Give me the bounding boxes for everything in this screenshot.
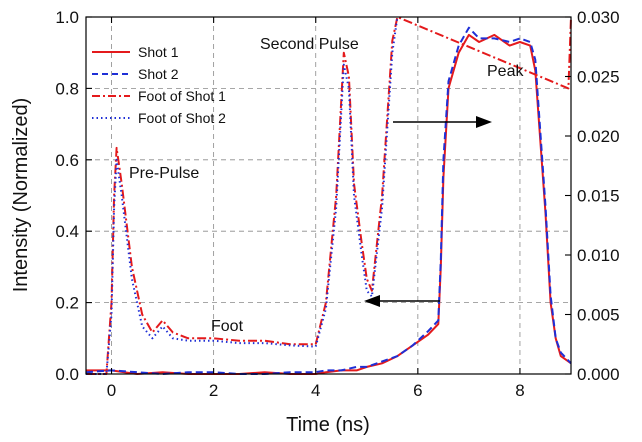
y-tick-label: 0.6	[55, 151, 79, 170]
y-tick-label: 0.2	[55, 294, 79, 313]
annotation-pre-pulse: Pre-Pulse	[129, 165, 199, 182]
y2-tick-label: 0.030	[577, 8, 620, 27]
ticks: 0 2 4 6 8 0.0 0.2 0.4 0.6 0.8 1.0 0.000 0.005 0.010 0.…	[55, 8, 619, 400]
arrow-to-left-axis	[364, 295, 440, 307]
y2-tick-label: 0.005	[577, 306, 620, 325]
y2-tick-label: 0.020	[577, 127, 620, 146]
y2-tick-label: 0.010	[577, 246, 620, 265]
x-tick-label: 8	[515, 381, 524, 400]
legend-label-foot-shot-2: Foot of Shot 2	[138, 110, 226, 126]
legend-label-foot-shot-1: Foot of Shot 1	[138, 88, 226, 104]
y-tick-label: 0.4	[55, 222, 79, 241]
y2-tick-label: 0.015	[577, 187, 620, 206]
annotation-foot: Foot	[211, 318, 244, 335]
arrow-to-right-axis	[393, 116, 492, 128]
series-line-1	[86, 33, 572, 375]
x-tick-label: 6	[413, 381, 422, 400]
series-line-4	[86, 16, 399, 375]
legend: Shot 1 Shot 2 Foot of Shot 1 Foot of Sho…	[92, 44, 226, 126]
x-tick-label: 0	[107, 381, 116, 400]
y-tick-label: 0.0	[55, 365, 79, 384]
x-tick-label: 2	[209, 381, 218, 400]
y2-tick-label: 0.025	[577, 68, 620, 87]
y-tick-label: 0.8	[55, 79, 79, 98]
y-axis-label: Intensity (Normalized)	[10, 98, 32, 293]
legend-label-shot-1: Shot 1	[138, 44, 179, 60]
y-tick-label: 1.0	[55, 8, 79, 27]
y2-tick-label: 0.000	[577, 365, 620, 384]
x-axis-label: Time (ns)	[286, 414, 370, 436]
annotation-second-pulse: Second Pulse	[260, 36, 359, 53]
x-tick-label: 4	[311, 381, 320, 400]
annotation-peak: Peak	[487, 63, 524, 80]
legend-label-shot-2: Shot 2	[138, 66, 179, 82]
